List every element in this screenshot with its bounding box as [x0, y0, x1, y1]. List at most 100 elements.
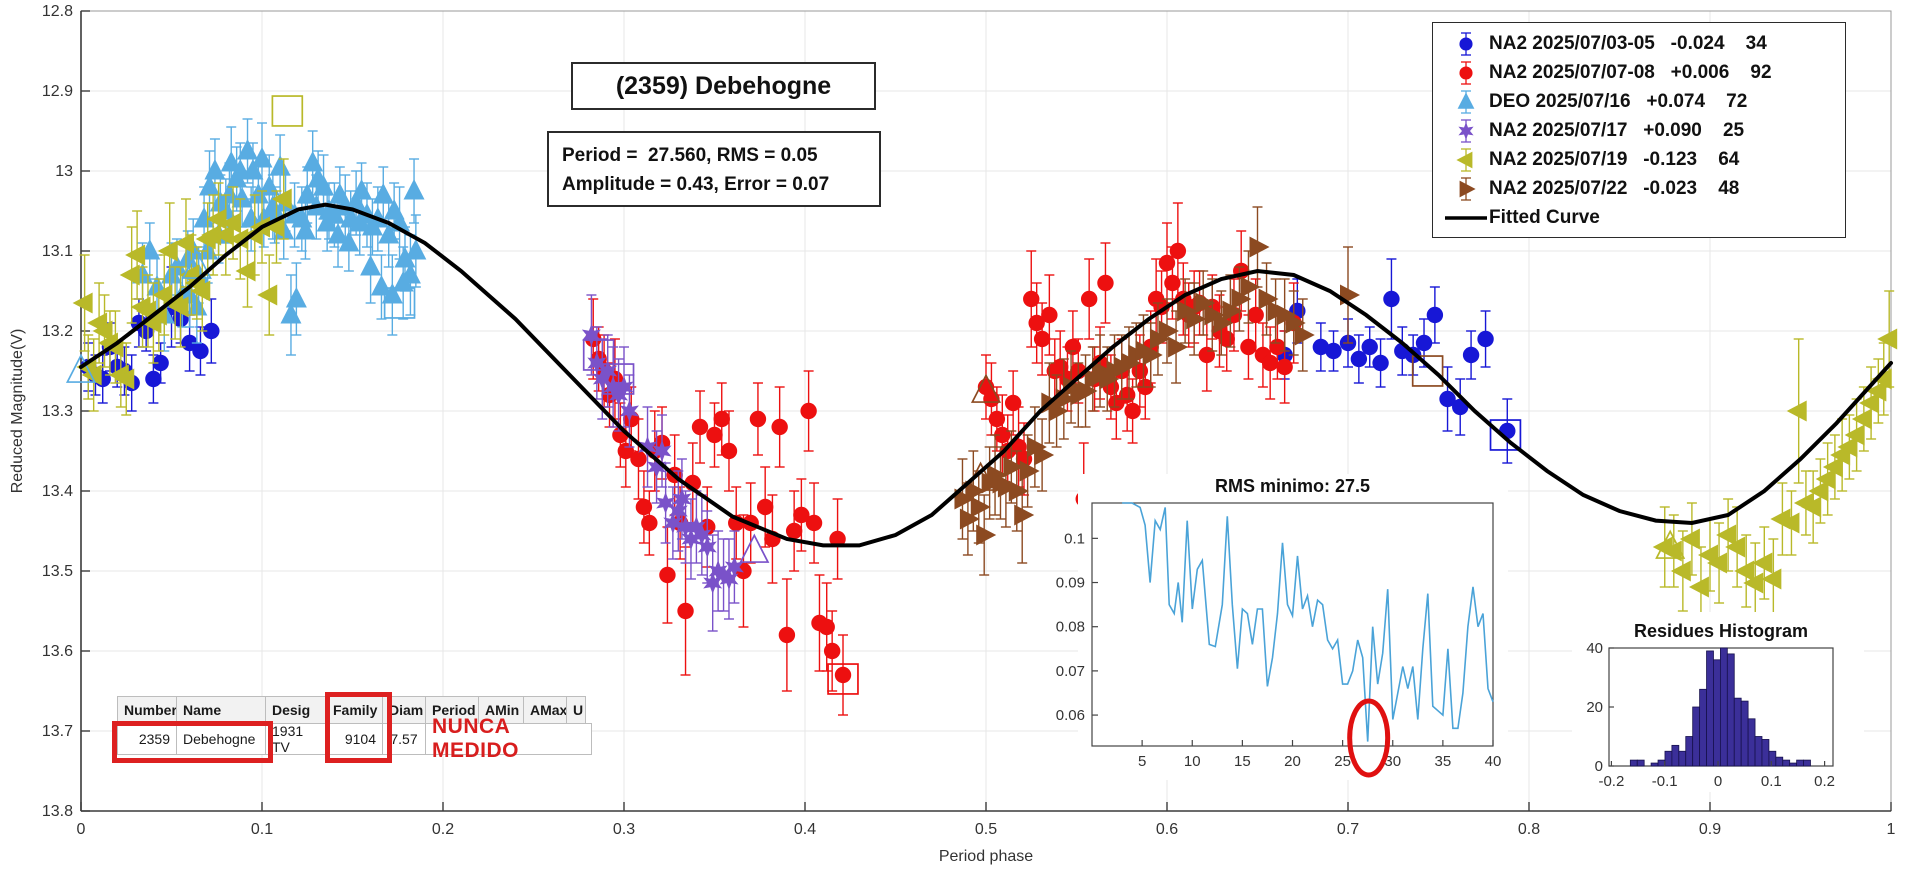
legend-label: NA2 2025/07/22 -0.023 48	[1489, 177, 1740, 199]
series-na2-2025-07-03-05	[80, 258, 1516, 464]
circle-marker-icon	[1459, 65, 1473, 80]
data-point	[1164, 274, 1181, 292]
table-header-cell: AMin	[478, 696, 524, 724]
histogram-bar	[1796, 759, 1804, 767]
data-point	[1808, 480, 1829, 502]
data-point	[1383, 290, 1400, 308]
data-point	[1033, 330, 1051, 348]
legend: NA2 2025/07/03-05 -0.024 34 NA2 2025/07/0…	[1432, 22, 1846, 238]
data-point	[1240, 276, 1261, 298]
data-point	[756, 498, 774, 516]
hist-y-tick-label: 0	[1595, 758, 1603, 775]
rms-minimum-ellipse	[1347, 698, 1391, 778]
data-point	[659, 566, 676, 584]
data-point	[168, 296, 189, 318]
data-point	[652, 440, 672, 462]
histogram-bar	[1754, 736, 1763, 767]
data-point	[1294, 324, 1315, 346]
table-cell: 1931 TV	[265, 723, 327, 755]
data-point	[1168, 336, 1189, 358]
rejected-point	[383, 287, 416, 319]
histogram-bar	[1671, 744, 1680, 767]
data-point	[1415, 334, 1433, 352]
data-point	[203, 322, 220, 340]
x-tick-label: 0.1	[251, 821, 273, 838]
data-point	[1312, 338, 1330, 356]
data-point	[92, 320, 113, 342]
data-point	[818, 618, 835, 636]
data-point	[988, 410, 1006, 428]
data-point	[1169, 242, 1187, 260]
data-point	[271, 188, 292, 210]
hist-inset-title: Residues Histogram	[1634, 621, 1808, 641]
data-point	[1077, 380, 1098, 402]
data-point	[247, 183, 269, 204]
data-point	[619, 400, 639, 422]
rejected-point	[1489, 419, 1522, 451]
rms-y-tick-label: 0.09	[1056, 575, 1085, 592]
data-point	[668, 500, 688, 522]
data-point	[327, 223, 349, 244]
legend-entry: DEO 2025/07/16 +0.074 72	[1443, 87, 1845, 116]
data-point	[237, 139, 259, 160]
y-tick-label: 13.5	[42, 563, 73, 580]
data-point	[1439, 390, 1456, 408]
table-header-cell: Desig	[265, 696, 327, 724]
circle-marker-icon	[1459, 36, 1473, 51]
histogram-bar	[1706, 650, 1714, 767]
data-point	[179, 283, 201, 304]
data-point	[204, 159, 226, 180]
legend-marker	[1459, 60, 1473, 85]
data-point	[1003, 456, 1024, 478]
data-point	[1725, 536, 1746, 558]
legend-marker	[1459, 31, 1473, 56]
legend-entry: NA2 2025/07/19 -0.123 64	[1443, 145, 1845, 174]
data-point	[976, 524, 997, 546]
y-tick-label: 13.7	[42, 723, 73, 740]
legend-marker	[1459, 176, 1476, 201]
data-point	[1477, 330, 1494, 348]
histogram-bar	[1692, 706, 1701, 767]
table-header-cell: AMax	[523, 696, 567, 724]
histogram-bar	[1719, 647, 1728, 767]
data-point	[1688, 576, 1709, 598]
data-point	[959, 508, 980, 530]
x-tick-label: 0.8	[1518, 821, 1540, 838]
data-point	[1679, 528, 1700, 550]
histogram-bar	[1629, 759, 1638, 767]
data-point	[1231, 288, 1252, 310]
rms-y-tick-label: 0.06	[1056, 707, 1085, 724]
data-point	[1097, 274, 1114, 292]
data-point	[351, 179, 373, 200]
data-point	[1866, 380, 1887, 402]
hist-x-tick-label: 0.1	[1761, 773, 1782, 790]
data-point	[706, 426, 723, 444]
data-point	[349, 211, 371, 232]
data-point	[638, 436, 658, 458]
data-point	[1779, 512, 1800, 534]
data-point	[1041, 306, 1058, 324]
data-point	[370, 275, 392, 296]
data-point	[1462, 346, 1480, 364]
legend-marker	[1445, 215, 1487, 220]
data-point	[1064, 338, 1082, 356]
data-point	[201, 224, 222, 246]
data-point	[199, 175, 221, 196]
data-point	[235, 260, 256, 282]
data-point	[345, 191, 367, 212]
data-point	[609, 384, 629, 406]
data-point	[697, 536, 717, 558]
data-point	[1019, 460, 1040, 482]
data-point	[970, 496, 991, 518]
data-point	[157, 240, 178, 262]
data-point	[1004, 394, 1022, 412]
rms-x-tick-label: 35	[1435, 753, 1452, 770]
data-point	[1048, 400, 1069, 422]
rms-x-tick-label: 20	[1284, 753, 1301, 770]
data-point	[997, 476, 1018, 498]
y-tick-label: 13.1	[42, 243, 73, 260]
data-point	[800, 402, 817, 420]
rms-y-tick-label: 0.07	[1056, 663, 1085, 680]
y-tick-label: 13	[55, 163, 73, 180]
table-cell: Debehogne	[176, 723, 266, 755]
